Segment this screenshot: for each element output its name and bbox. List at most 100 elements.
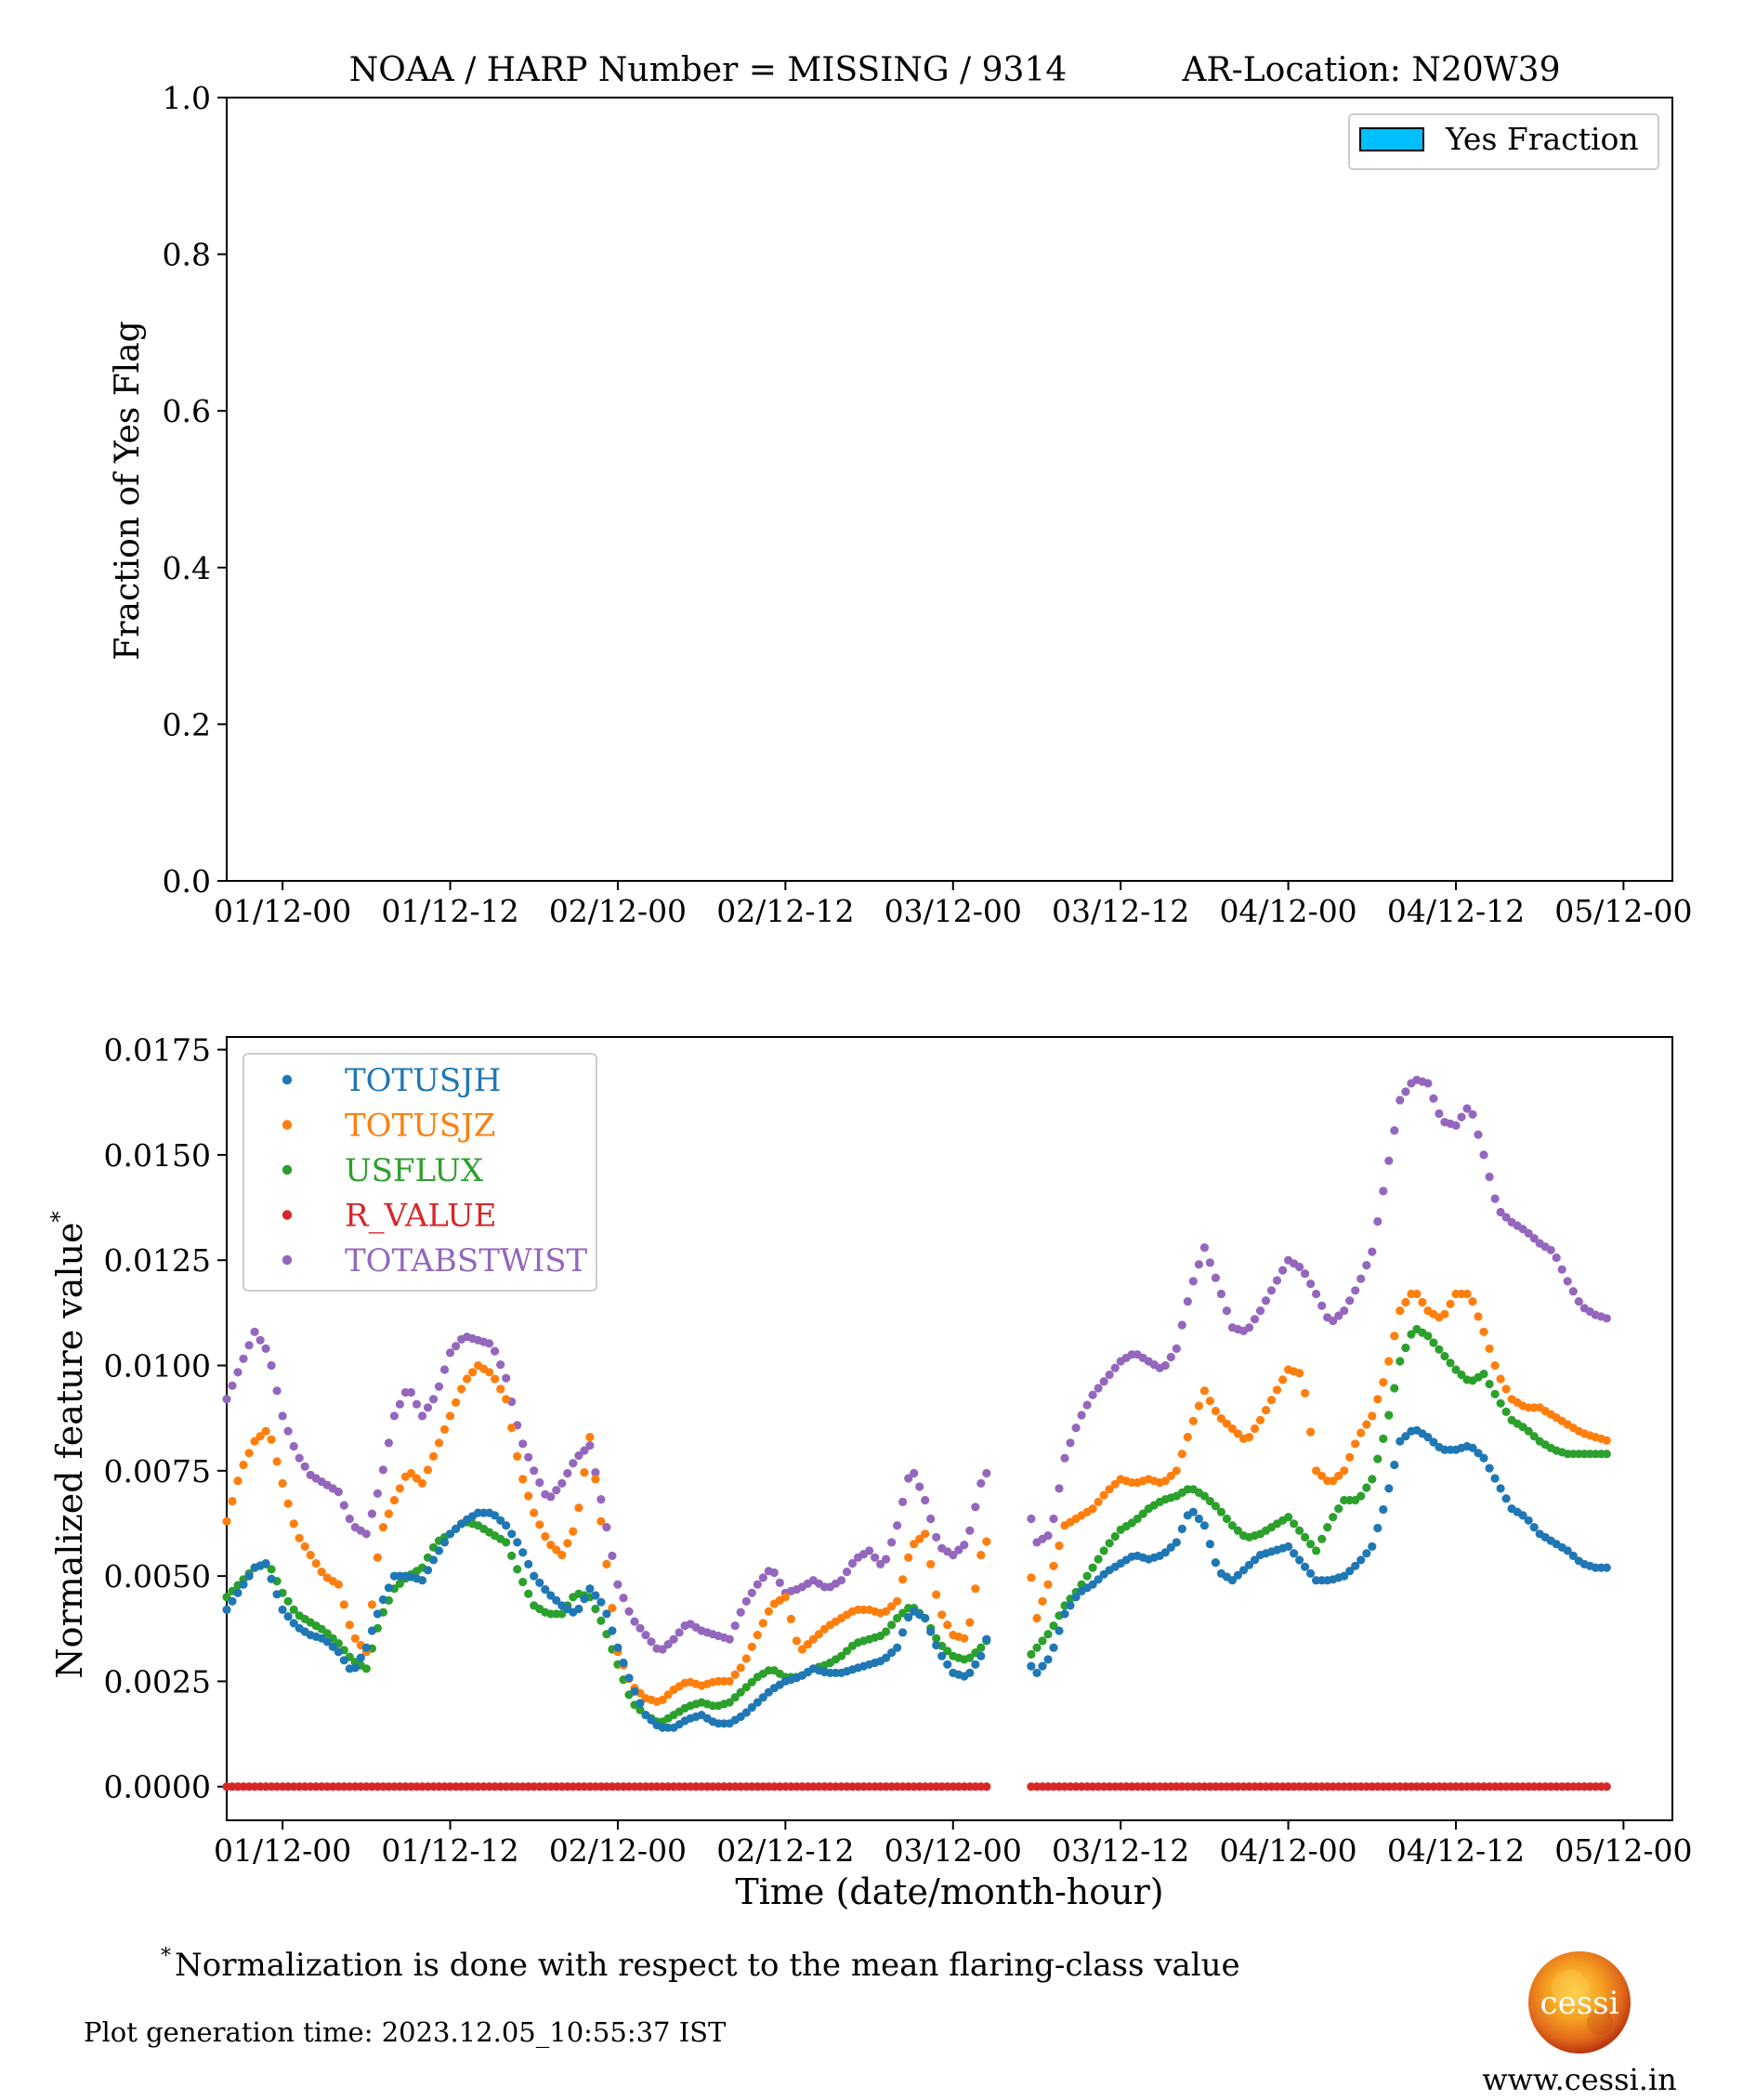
bottom-x-axis: 01/12-00 01/12-12 02/12-00 02/12-12 03/12-00…	[214, 1820, 1693, 1869]
data-point	[1312, 1466, 1321, 1476]
data-point	[1049, 1643, 1058, 1652]
data-point	[1529, 1523, 1539, 1532]
legend-marker	[282, 1074, 293, 1085]
data-point	[669, 1634, 678, 1644]
data-point	[893, 1613, 902, 1623]
data-point	[797, 1645, 807, 1654]
data-point	[496, 1516, 505, 1525]
data-point	[1401, 1432, 1410, 1441]
data-point	[256, 1335, 265, 1345]
data-point	[725, 1634, 734, 1644]
data-point	[1166, 1352, 1175, 1362]
data-point	[1529, 1234, 1539, 1243]
data-point	[384, 1583, 393, 1593]
data-point	[406, 1387, 415, 1398]
sun-texture-2	[1587, 2009, 1613, 2035]
top-legend-box	[1348, 113, 1659, 170]
data-point	[361, 1664, 371, 1673]
data-point	[898, 1497, 908, 1506]
data-point	[300, 1542, 309, 1551]
data-point	[524, 1589, 533, 1598]
data-point	[596, 1495, 606, 1504]
data-point	[1082, 1400, 1092, 1410]
data-point	[1233, 1526, 1242, 1535]
data-point	[1222, 1306, 1231, 1316]
data-point	[613, 1580, 622, 1589]
data-point	[1183, 1433, 1192, 1442]
data-point	[736, 1663, 745, 1673]
data-point	[1211, 1406, 1220, 1416]
data-point	[865, 1546, 874, 1555]
data-point	[926, 1627, 936, 1636]
data-point	[1244, 1323, 1254, 1332]
data-point	[1340, 1466, 1349, 1476]
data-point	[1401, 1087, 1410, 1096]
data-point	[926, 1514, 936, 1524]
top-y-tick-label: 0.0	[163, 863, 211, 899]
data-point	[1563, 1277, 1572, 1286]
data-point	[244, 1341, 254, 1350]
data-point	[373, 1489, 382, 1498]
data-point	[384, 1438, 393, 1448]
data-point	[1496, 1484, 1505, 1493]
data-point	[1485, 1463, 1494, 1473]
data-point	[1479, 1453, 1488, 1463]
data-point	[1071, 1593, 1081, 1602]
data-point	[1529, 1432, 1539, 1441]
data-point	[1177, 1320, 1186, 1330]
data-point	[1351, 1439, 1360, 1449]
data-point	[445, 1529, 455, 1539]
data-point	[753, 1698, 762, 1707]
data-point	[1049, 1561, 1058, 1570]
data-point	[663, 1690, 673, 1700]
data-point	[1451, 1121, 1461, 1130]
data-point	[239, 1460, 248, 1470]
data-point	[378, 1465, 387, 1475]
bottom-x-axis-label: Time (date/month-hour)	[735, 1871, 1163, 1912]
data-point	[1373, 1395, 1383, 1404]
data-point	[602, 1559, 611, 1568]
data-point	[356, 1653, 365, 1662]
data-point	[965, 1668, 975, 1677]
data-point	[496, 1385, 505, 1394]
top-y-axis-label: Fraction of Yes Flag	[109, 321, 147, 660]
data-point	[753, 1580, 762, 1589]
data-point	[780, 1593, 791, 1602]
footnote: * Normalization is done with respect to t…	[161, 1945, 1240, 1984]
website-link[interactable]: www.cessi.in	[1482, 2062, 1677, 2097]
data-point	[1233, 1429, 1242, 1438]
data-point	[552, 1595, 561, 1605]
data-point	[1110, 1531, 1120, 1542]
data-point	[1049, 1621, 1058, 1631]
data-point	[1099, 1546, 1108, 1555]
data-point	[932, 1532, 941, 1542]
data-point	[1105, 1485, 1114, 1494]
data-point	[1317, 1471, 1327, 1480]
data-point	[893, 1643, 902, 1652]
data-point	[1396, 1437, 1405, 1446]
data-point	[1423, 1332, 1433, 1341]
top-x-tick-label: 05/12-00	[1554, 893, 1692, 929]
data-point	[546, 1541, 556, 1550]
data-point	[898, 1575, 908, 1584]
data-point	[1261, 1406, 1271, 1415]
data-point	[1278, 1266, 1288, 1275]
data-point	[496, 1360, 505, 1370]
bottom-y-axis-label-text: Normalized feature value	[49, 1222, 90, 1678]
data-point	[1032, 1643, 1042, 1652]
data-point	[1216, 1289, 1225, 1299]
data-point	[233, 1477, 242, 1486]
data-point	[389, 1495, 399, 1505]
data-point	[1188, 1507, 1198, 1516]
data-point	[730, 1621, 740, 1631]
data-point	[339, 1600, 348, 1609]
data-point	[1462, 1104, 1472, 1113]
data-point	[1446, 1358, 1455, 1368]
data-point	[1351, 1286, 1360, 1295]
data-point	[1329, 1316, 1338, 1326]
bottom-y-tick-label: 0.0125	[104, 1242, 211, 1279]
data-point	[982, 1537, 991, 1546]
data-point	[1568, 1551, 1578, 1560]
data-point	[1356, 1428, 1366, 1437]
data-point	[1027, 1649, 1036, 1659]
